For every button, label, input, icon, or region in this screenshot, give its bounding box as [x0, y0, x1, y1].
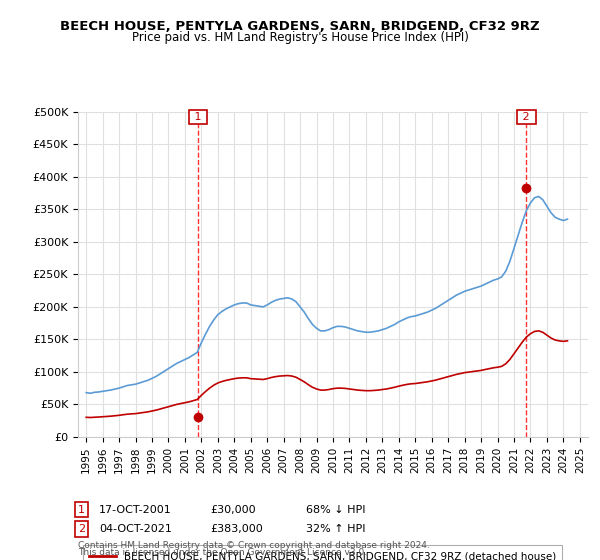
Text: 1: 1	[191, 112, 205, 122]
Text: 2: 2	[78, 524, 85, 534]
Text: BEECH HOUSE, PENTYLA GARDENS, SARN, BRIDGEND, CF32 9RZ: BEECH HOUSE, PENTYLA GARDENS, SARN, BRID…	[60, 20, 540, 32]
Text: £383,000: £383,000	[210, 524, 263, 534]
Text: 17-OCT-2001: 17-OCT-2001	[99, 505, 172, 515]
Legend: BEECH HOUSE, PENTYLA GARDENS, SARN, BRIDGEND, CF32 9RZ (detached house), HPI: Av: BEECH HOUSE, PENTYLA GARDENS, SARN, BRID…	[83, 545, 562, 560]
Text: Price paid vs. HM Land Registry's House Price Index (HPI): Price paid vs. HM Land Registry's House …	[131, 31, 469, 44]
Text: 68% ↓ HPI: 68% ↓ HPI	[306, 505, 365, 515]
Text: Contains HM Land Registry data © Crown copyright and database right 2024.: Contains HM Land Registry data © Crown c…	[78, 541, 430, 550]
Text: £30,000: £30,000	[210, 505, 256, 515]
Text: This data is licensed under the Open Government Licence v3.0.: This data is licensed under the Open Gov…	[78, 548, 367, 557]
Text: 2: 2	[519, 112, 533, 122]
Text: 1: 1	[78, 505, 85, 515]
Text: 32% ↑ HPI: 32% ↑ HPI	[306, 524, 365, 534]
Text: 04-OCT-2021: 04-OCT-2021	[99, 524, 172, 534]
